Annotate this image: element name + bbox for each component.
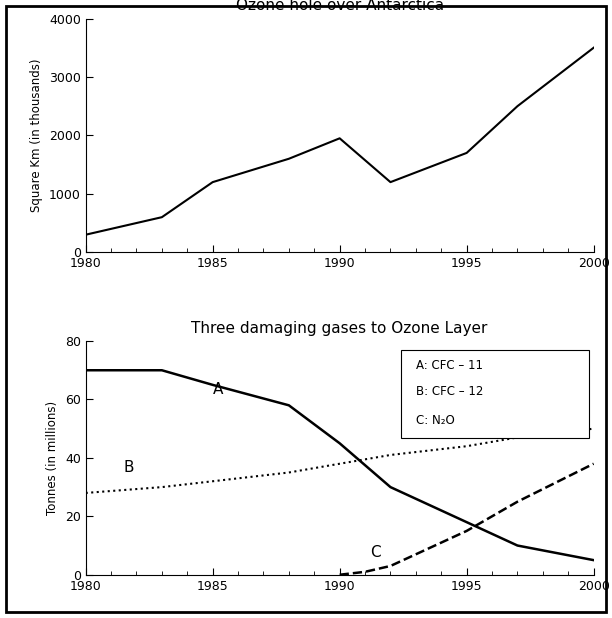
Line: C: N₂O: C: N₂O (340, 464, 594, 575)
Title: Three damaging gases to Ozone Layer: Three damaging gases to Ozone Layer (192, 321, 488, 336)
A: CFC – 11: (2e+03, 18): CFC – 11: (2e+03, 18) (463, 519, 471, 526)
Text: C: N₂O: C: N₂O (416, 414, 455, 427)
B: CFC – 12: (1.98e+03, 32): CFC – 12: (1.98e+03, 32) (209, 478, 216, 485)
C: N₂O: (2e+03, 38): N₂O: (2e+03, 38) (590, 460, 597, 467)
Text: B: CFC – 12: B: CFC – 12 (416, 385, 483, 398)
Text: B: CFC – 12: B: CFC – 12 (416, 385, 483, 398)
A: CFC – 11: (1.99e+03, 45): CFC – 11: (1.99e+03, 45) (336, 439, 343, 447)
C: N₂O: (1.99e+03, 0): N₂O: (1.99e+03, 0) (336, 571, 343, 578)
A: CFC – 11: (1.99e+03, 58): CFC – 11: (1.99e+03, 58) (285, 402, 293, 409)
Y-axis label: Tonnes (in millions): Tonnes (in millions) (47, 401, 59, 515)
B: CFC – 12: (1.98e+03, 28): CFC – 12: (1.98e+03, 28) (82, 489, 89, 497)
C: N₂O: (2e+03, 25): N₂O: (2e+03, 25) (513, 498, 521, 506)
A: CFC – 11: (1.98e+03, 70): CFC – 11: (1.98e+03, 70) (82, 366, 89, 374)
Title: Ozone hole over Antarctica: Ozone hole over Antarctica (236, 0, 444, 13)
B: CFC – 12: (2e+03, 44): CFC – 12: (2e+03, 44) (463, 442, 471, 450)
FancyBboxPatch shape (401, 350, 589, 438)
Text: A: CFC – 11: A: CFC – 11 (416, 355, 483, 369)
Y-axis label: Square Km (in thousands): Square Km (in thousands) (31, 59, 43, 212)
A: CFC – 11: (1.98e+03, 70): CFC – 11: (1.98e+03, 70) (158, 366, 165, 374)
B: CFC – 12: (1.98e+03, 30): CFC – 12: (1.98e+03, 30) (158, 483, 165, 491)
A: CFC – 11: (2e+03, 10): CFC – 11: (2e+03, 10) (513, 542, 521, 549)
C: N₂O: (2e+03, 15): N₂O: (2e+03, 15) (463, 527, 471, 535)
Text: B: B (124, 460, 134, 475)
Text: C: N₂O: C: N₂O (416, 414, 455, 427)
C: N₂O: (1.99e+03, 1): N₂O: (1.99e+03, 1) (361, 568, 368, 575)
A: CFC – 11: (1.99e+03, 30): CFC – 11: (1.99e+03, 30) (387, 483, 394, 491)
B: CFC – 12: (1.99e+03, 41): CFC – 12: (1.99e+03, 41) (387, 451, 394, 459)
A: CFC – 11: (1.98e+03, 65): CFC – 11: (1.98e+03, 65) (209, 381, 216, 389)
Text: C: C (370, 545, 381, 560)
Line: B: CFC – 12: B: CFC – 12 (86, 429, 594, 493)
B: CFC – 12: (1.99e+03, 38): CFC – 12: (1.99e+03, 38) (336, 460, 343, 467)
Text: A: CFC – 11: A: CFC – 11 (416, 358, 483, 371)
B: CFC – 12: (2e+03, 47): CFC – 12: (2e+03, 47) (513, 434, 521, 441)
C: N₂O: (1.99e+03, 3): N₂O: (1.99e+03, 3) (387, 562, 394, 570)
Text: A: A (212, 382, 223, 397)
Line: A: CFC – 11: A: CFC – 11 (86, 370, 594, 560)
C: N₂O: (1.99e+03, 7): N₂O: (1.99e+03, 7) (412, 551, 419, 558)
B: CFC – 12: (2e+03, 50): CFC – 12: (2e+03, 50) (590, 425, 597, 433)
B: CFC – 12: (1.99e+03, 35): CFC – 12: (1.99e+03, 35) (285, 469, 293, 476)
A: CFC – 11: (2e+03, 5): CFC – 11: (2e+03, 5) (590, 556, 597, 564)
